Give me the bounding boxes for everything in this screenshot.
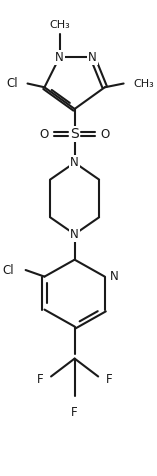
Text: O: O (40, 128, 49, 141)
Text: N: N (55, 50, 64, 64)
Text: CH₃: CH₃ (133, 79, 154, 89)
Text: Cl: Cl (6, 77, 18, 90)
Text: Cl: Cl (3, 264, 14, 277)
Text: S: S (70, 128, 79, 141)
Text: O: O (100, 128, 109, 141)
Text: F: F (71, 406, 78, 419)
Text: N: N (70, 228, 79, 241)
Text: CH₃: CH₃ (49, 20, 70, 30)
Text: N: N (70, 156, 79, 169)
Text: N: N (109, 270, 118, 283)
Text: F: F (106, 373, 112, 386)
Text: N: N (88, 50, 97, 64)
Text: F: F (37, 373, 43, 386)
